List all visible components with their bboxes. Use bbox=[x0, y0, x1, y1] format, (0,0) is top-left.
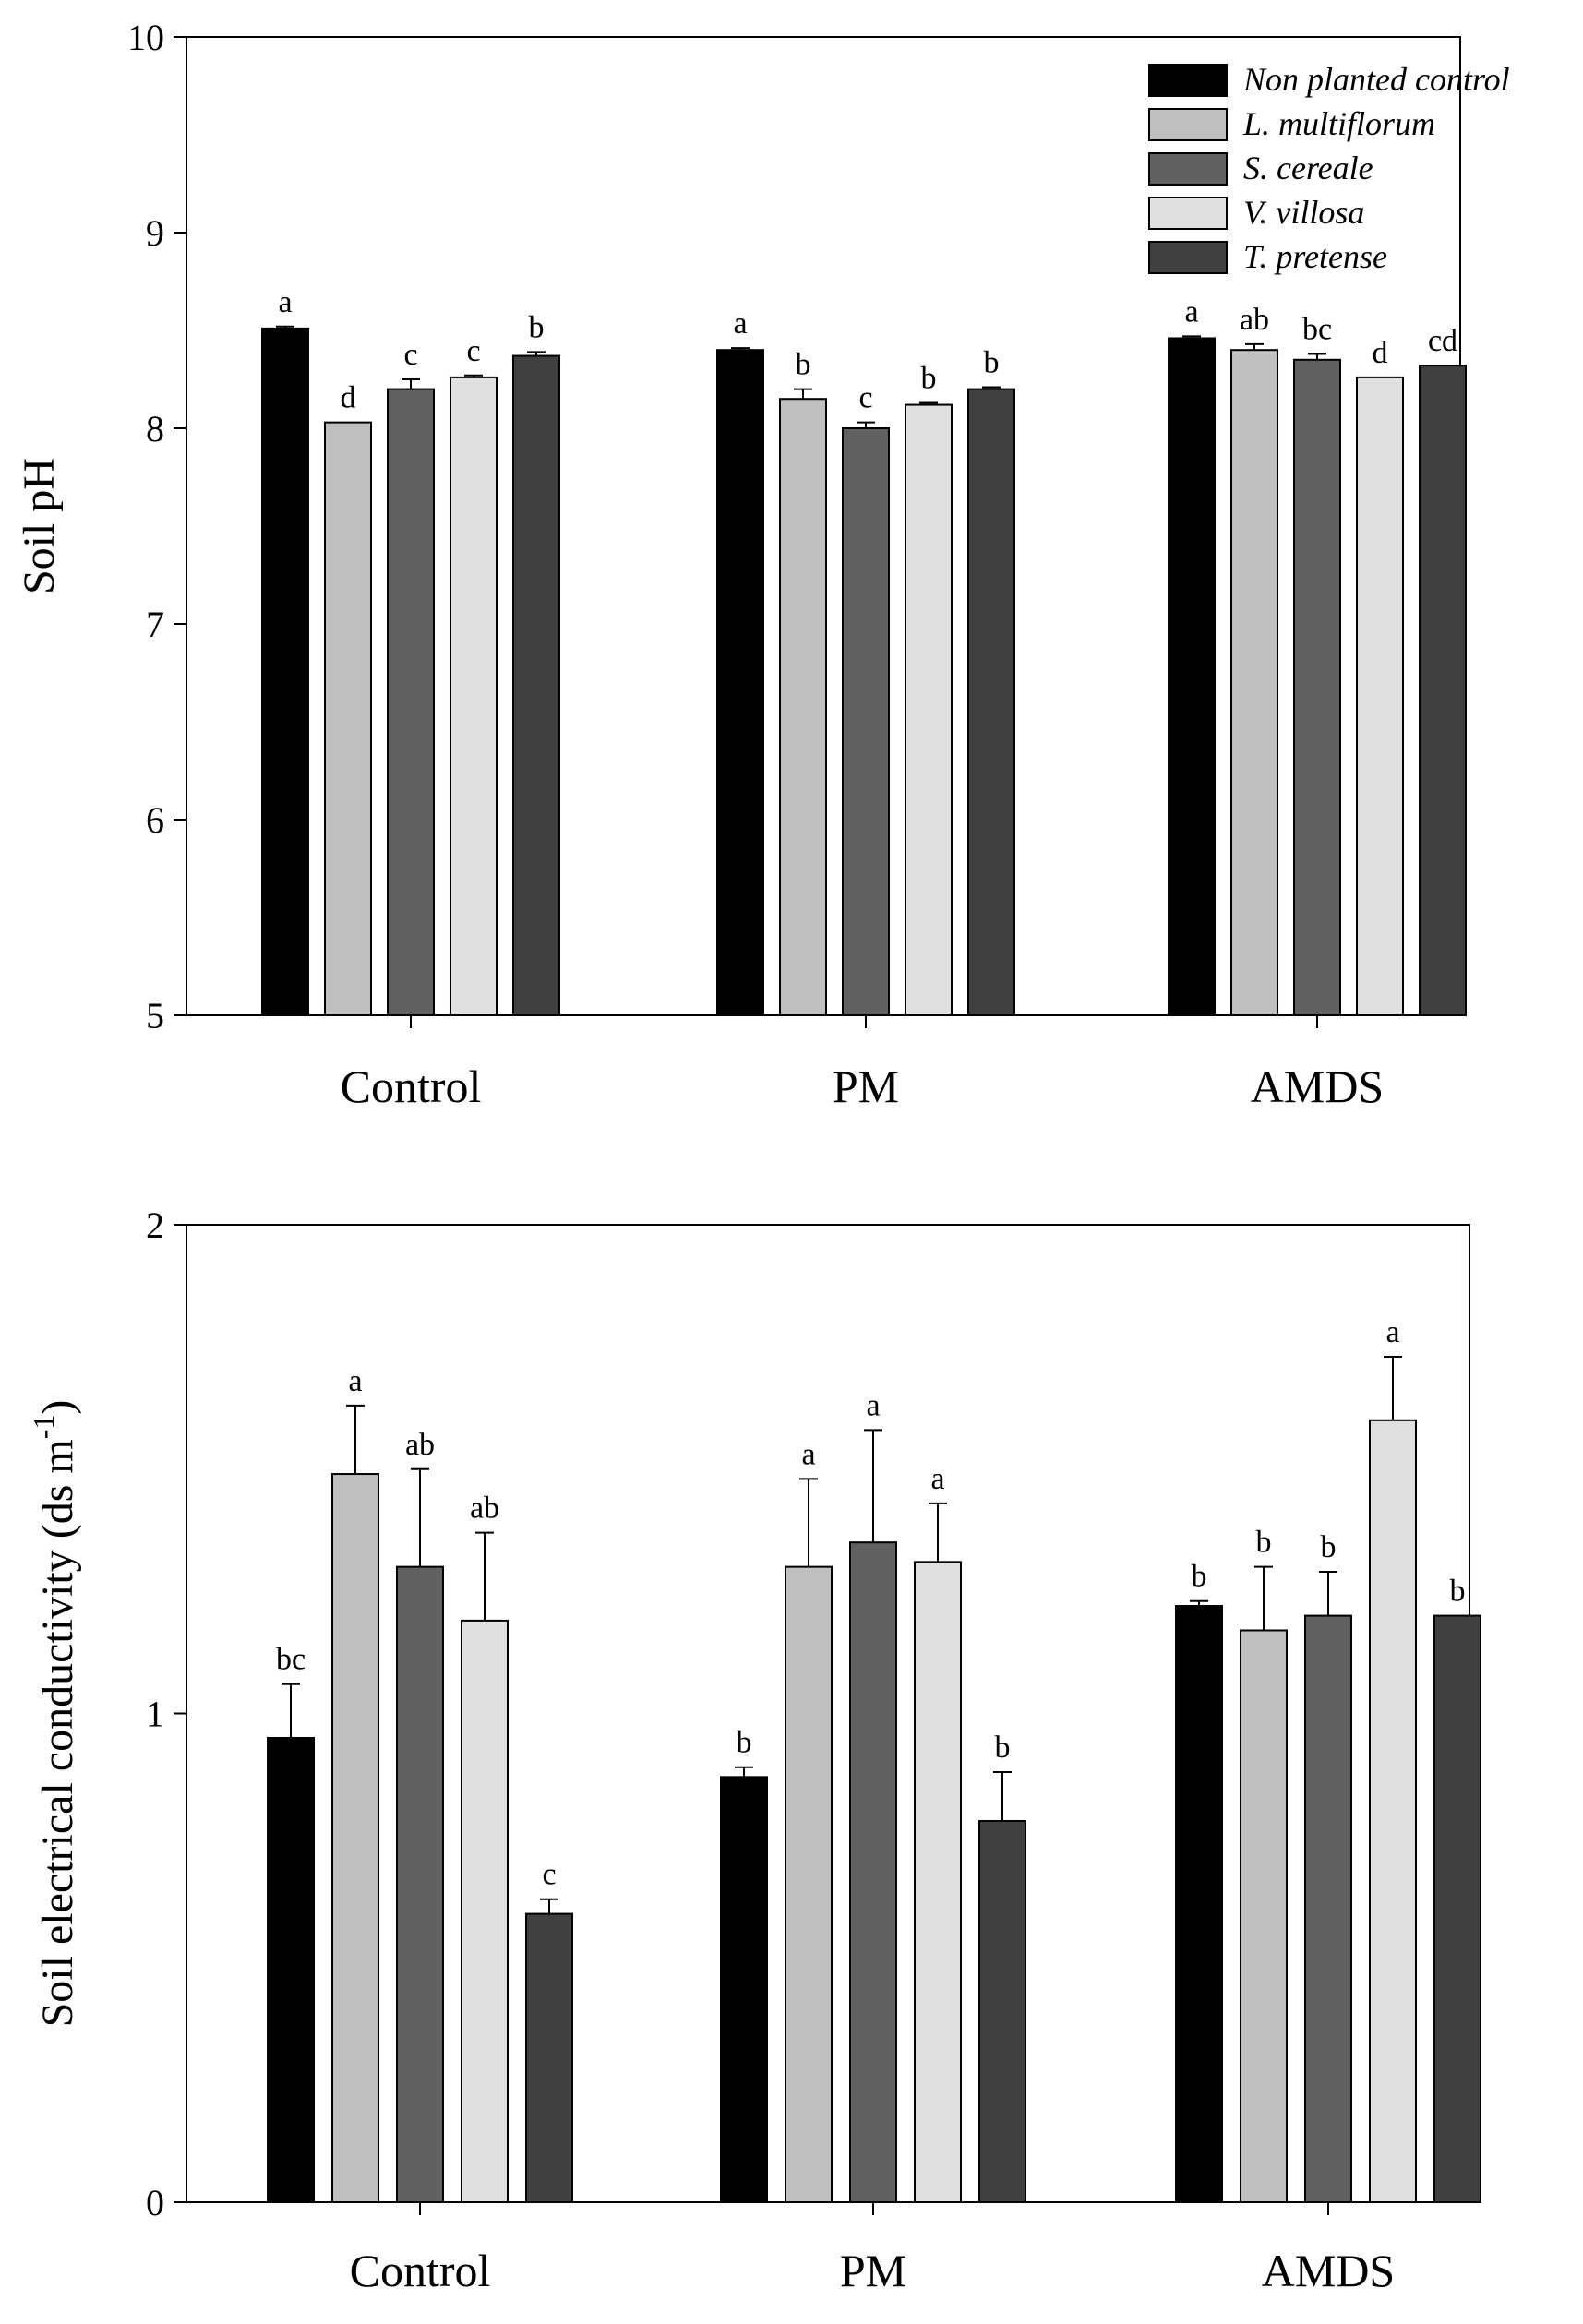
x-category-label: AMDS bbox=[1262, 2245, 1395, 2296]
legend-label: V. villosa bbox=[1243, 194, 1364, 231]
bar bbox=[1230, 349, 1278, 1016]
bar bbox=[267, 1736, 315, 2203]
y-axis-title-close: ) bbox=[33, 1400, 82, 1415]
x-category-label: AMDS bbox=[1251, 1060, 1384, 1112]
y-tick-label: 1 bbox=[146, 1694, 164, 1735]
bar bbox=[1304, 1614, 1352, 2203]
bar bbox=[331, 1473, 379, 2204]
significance-letter: ab bbox=[470, 1491, 499, 1526]
y-axis-title: Soil electrical conductivity (ds m-1) bbox=[27, 1400, 82, 2028]
significance-letter: a bbox=[866, 1388, 880, 1422]
y-tick-label: 2 bbox=[146, 1204, 164, 1246]
significance-letter: b bbox=[1192, 1560, 1207, 1594]
significance-letter: a bbox=[1184, 294, 1198, 329]
legend-label: T. pretense bbox=[1243, 238, 1387, 275]
y-axis-title-text: Soil pH bbox=[15, 458, 64, 594]
x-category-label: PM bbox=[840, 2245, 906, 2296]
legend-swatch bbox=[1148, 64, 1228, 97]
bar bbox=[1419, 365, 1467, 1017]
y-axis-title-text: Soil electrical conductivity (ds m bbox=[33, 1439, 82, 2027]
bar bbox=[1175, 1605, 1223, 2203]
bar bbox=[967, 388, 1015, 1017]
significance-letter: bc bbox=[1302, 312, 1332, 346]
significance-letter: a bbox=[278, 285, 292, 319]
x-category-label: PM bbox=[833, 1060, 899, 1112]
significance-letter: b bbox=[1450, 1575, 1466, 1609]
x-category-label: Control bbox=[341, 1060, 482, 1112]
significance-letter: c bbox=[403, 338, 417, 372]
y-tick-label: 0 bbox=[146, 2182, 164, 2223]
legend: Non planted control L. multiflorum S. cere… bbox=[1148, 61, 1510, 275]
bar bbox=[779, 398, 827, 1016]
significance-letter: b bbox=[1256, 1526, 1272, 1560]
y-tick-label: 6 bbox=[146, 799, 164, 841]
legend-swatch bbox=[1148, 152, 1228, 186]
significance-letter: a bbox=[930, 1462, 944, 1496]
significance-letter: a bbox=[348, 1364, 362, 1398]
significance-letter: b bbox=[995, 1731, 1011, 1765]
significance-letter: ab bbox=[405, 1428, 435, 1462]
bar bbox=[842, 427, 890, 1016]
legend-swatch bbox=[1148, 108, 1228, 141]
significance-letter: b bbox=[921, 361, 937, 395]
bar bbox=[978, 1819, 1026, 2203]
bar bbox=[1356, 376, 1404, 1016]
bar bbox=[1168, 337, 1216, 1017]
significance-letter: cd bbox=[1428, 324, 1457, 358]
bar bbox=[1240, 1629, 1288, 2203]
legend-label: Non planted control bbox=[1242, 61, 1510, 98]
bar bbox=[1433, 1614, 1481, 2203]
significance-letter: d bbox=[1373, 336, 1388, 370]
bar bbox=[324, 421, 372, 1016]
bar bbox=[716, 349, 764, 1016]
significance-letter: b bbox=[1321, 1530, 1337, 1564]
significance-letter: ab bbox=[1240, 303, 1269, 337]
significance-letter: b bbox=[984, 345, 1000, 379]
significance-letter: c bbox=[858, 381, 872, 415]
y-tick-label: 10 bbox=[127, 17, 164, 58]
significance-letter: b bbox=[737, 1726, 752, 1760]
y-tick-label: 5 bbox=[146, 995, 164, 1036]
legend-label: L. multiflorum bbox=[1242, 105, 1435, 142]
legend-swatch bbox=[1148, 197, 1228, 230]
bar bbox=[525, 1912, 573, 2203]
bar bbox=[785, 1565, 833, 2203]
legend-swatch bbox=[1148, 241, 1228, 274]
significance-letter: a bbox=[1385, 1315, 1399, 1349]
bar bbox=[905, 403, 953, 1016]
legend-label: S. cereale bbox=[1243, 150, 1373, 186]
significance-letter: b bbox=[529, 310, 545, 344]
bar bbox=[396, 1565, 444, 2203]
significance-letter: d bbox=[341, 381, 356, 415]
y-tick-label: 8 bbox=[146, 408, 164, 449]
significance-letter: a bbox=[801, 1437, 815, 1471]
bar bbox=[261, 327, 309, 1016]
chart-panel-2: 0 1 2 Soil electrical conductivity (ds m-1)… bbox=[27, 1204, 1481, 2296]
y-tick-label: 9 bbox=[146, 212, 164, 254]
bar bbox=[461, 1619, 509, 2203]
y-tick-label: 7 bbox=[146, 604, 164, 645]
bar bbox=[450, 376, 498, 1016]
bar bbox=[387, 388, 435, 1017]
bar bbox=[849, 1541, 897, 2204]
y-axis-title: Soil pH bbox=[15, 458, 64, 594]
significance-letter: a bbox=[733, 306, 747, 341]
bar bbox=[720, 1776, 768, 2203]
bar bbox=[512, 354, 560, 1016]
bar bbox=[914, 1561, 962, 2203]
significance-letter: b bbox=[796, 348, 811, 382]
significance-letter: c bbox=[542, 1858, 556, 1892]
y-axis-title-superscript: -1 bbox=[27, 1415, 60, 1440]
bar bbox=[1369, 1419, 1417, 2204]
significance-letter: c bbox=[466, 334, 480, 368]
bar bbox=[1293, 358, 1341, 1016]
chart-panel-1: 5 6 7 8 9 10 Soil pH Control PM AMDS a a a d b ab c c bc c b… bbox=[15, 17, 1510, 1112]
x-category-label: Control bbox=[350, 2245, 491, 2296]
significance-letter: bc bbox=[276, 1643, 306, 1677]
